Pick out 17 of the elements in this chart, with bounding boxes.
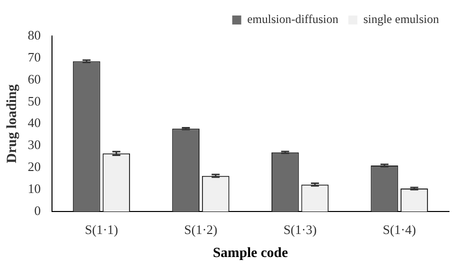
legend-label: emulsion-diffusion	[247, 12, 338, 26]
y-tick-label: 70	[28, 49, 41, 64]
x-axis-title: Sample code	[212, 246, 288, 262]
y-axis-title: Drug loading	[5, 84, 20, 164]
x-tick-label: S(1·3)	[283, 222, 317, 237]
x-tick-label: S(1·4)	[382, 222, 416, 237]
legend-label: single emulsion	[363, 12, 440, 26]
y-tick-label: 0	[34, 203, 41, 218]
y-tick-label: 50	[28, 93, 41, 108]
y-tick-label: 30	[28, 137, 41, 152]
y-tick-label: 20	[28, 159, 41, 174]
x-tick-label: S(1·2)	[184, 222, 218, 237]
y-tick-label: 10	[28, 181, 41, 196]
x-tick-label: S(1·1)	[84, 222, 118, 237]
y-tick-label: 80	[28, 27, 41, 42]
y-tick-label: 40	[28, 115, 41, 130]
y-tick-label: 60	[28, 71, 41, 86]
